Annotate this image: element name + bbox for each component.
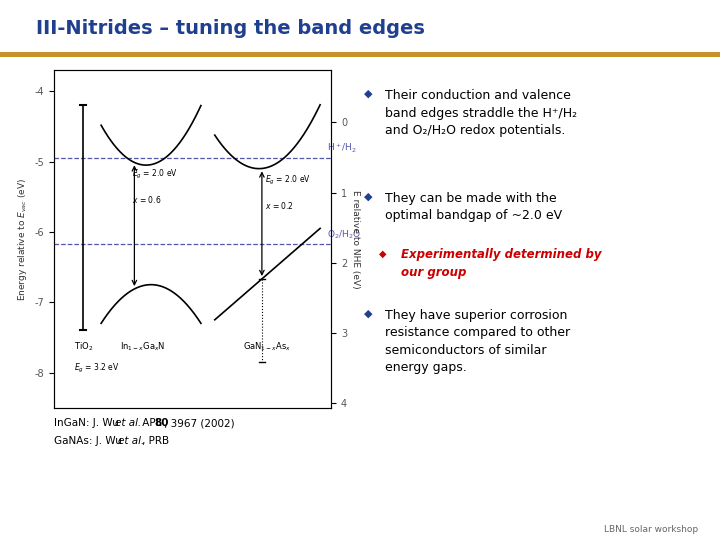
Text: $x$ = 0.6: $x$ = 0.6	[132, 194, 161, 205]
Text: $E_g$ = 2.0 eV: $E_g$ = 2.0 eV	[132, 168, 178, 181]
Text: Their conduction and valence
band edges straddle the H⁺/H₂
and O₂/H₂O redox pote: Their conduction and valence band edges …	[385, 89, 577, 137]
Text: , PRB: , PRB	[142, 436, 169, 447]
Text: LBNL solar workshop: LBNL solar workshop	[604, 524, 698, 534]
Text: H$^+$/H$_2$: H$^+$/H$_2$	[327, 142, 357, 156]
Text: InGaN: J. Wu: InGaN: J. Wu	[54, 418, 122, 429]
Text: , 3967 (2002): , 3967 (2002)	[164, 418, 235, 429]
Text: $E_g$ = 3.2 eV: $E_g$ = 3.2 eV	[74, 362, 120, 375]
Text: ◆: ◆	[364, 89, 372, 99]
Text: ◆: ◆	[364, 192, 372, 202]
Text: ◆: ◆	[364, 309, 372, 319]
Text: GaN$_{1-x}$As$_x$: GaN$_{1-x}$As$_x$	[243, 341, 292, 353]
Text: $E_g$ = 2.0 eV: $E_g$ = 2.0 eV	[265, 174, 311, 187]
Text: O$_2$/H$_2$O: O$_2$/H$_2$O	[327, 228, 361, 241]
Text: They can be made with the
optimal bandgap of ~2.0 eV: They can be made with the optimal bandga…	[385, 192, 562, 222]
Y-axis label: E relative to NHE (eV): E relative to NHE (eV)	[351, 190, 360, 288]
Y-axis label: Energy relative to $E_{vac}$ (eV): Energy relative to $E_{vac}$ (eV)	[16, 177, 29, 301]
Text: GaNAs: J. Wu: GaNAs: J. Wu	[54, 436, 125, 447]
Text: 80: 80	[155, 418, 169, 429]
Text: APL: APL	[139, 418, 165, 429]
Text: et al.: et al.	[115, 418, 141, 429]
Text: TiO$_2$: TiO$_2$	[74, 341, 94, 353]
Text: In$_{1-x}$Ga$_x$N: In$_{1-x}$Ga$_x$N	[120, 341, 166, 353]
Text: They have superior corrosion
resistance compared to other
semiconductors of simi: They have superior corrosion resistance …	[385, 309, 570, 374]
Text: Experimentally determined by
our group: Experimentally determined by our group	[401, 248, 601, 279]
Text: $x$ = 0.2: $x$ = 0.2	[265, 200, 294, 211]
Text: et al.: et al.	[118, 436, 144, 447]
Text: III-Nitrides – tuning the band edges: III-Nitrides – tuning the band edges	[36, 19, 425, 38]
Text: ◆: ◆	[379, 248, 387, 259]
